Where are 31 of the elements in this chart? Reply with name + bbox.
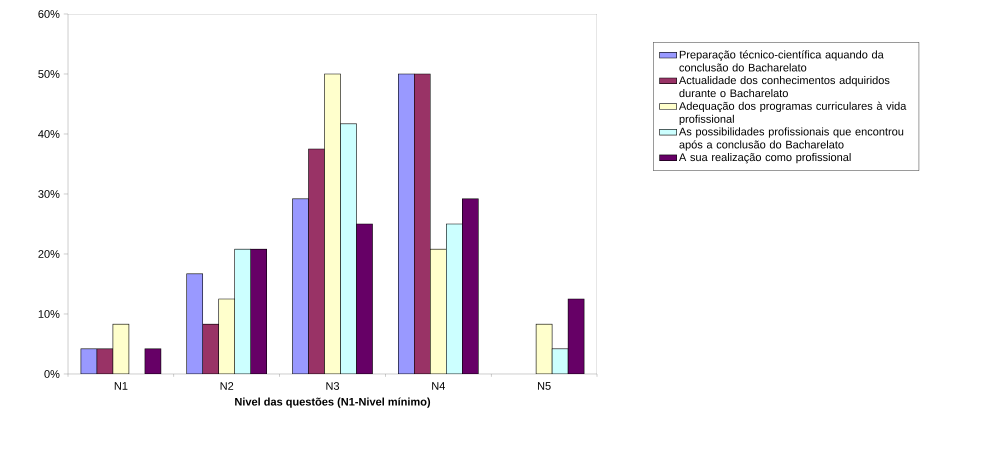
legend-label: A sua realização como profissional [678, 153, 851, 164]
bar [292, 198, 309, 374]
y-tick-label: 0% [44, 370, 60, 378]
bar [234, 248, 252, 374]
bar [186, 273, 204, 374]
legend-label: Actualidade dos conhecimentos adquiridos durante o Bacharelato [678, 76, 890, 98]
bar [568, 298, 584, 374]
bar [250, 248, 268, 374]
bar [398, 74, 415, 374]
x-tick-label: N3 [326, 382, 340, 390]
bar [446, 224, 463, 374]
x-tick-label: N4 [432, 382, 446, 390]
y-tick-label: 40% [38, 130, 60, 138]
y-tick-label: 20% [38, 250, 60, 258]
y-tick-label: 30% [38, 190, 60, 198]
bar [356, 224, 373, 374]
legend-label: Preparação técnico-científica aquando da conclusão do Bacharelato [679, 50, 884, 72]
bar [340, 123, 357, 374]
y-tick-label: 10% [38, 310, 60, 318]
y-tick-label: 60% [38, 10, 60, 18]
x-tick-label: N1 [114, 382, 128, 390]
x-axis-title: Nivel das questões (N1-Nivel mínimo) [235, 397, 430, 408]
x-tick-label: N2 [220, 382, 234, 390]
y-tick-label: 50% [38, 70, 60, 78]
bar [144, 348, 162, 374]
bar [80, 348, 98, 374]
bar [552, 348, 568, 374]
legend-label: As possibilidades profissionais que encontrou após a conclusão do Bacharelato [678, 127, 904, 151]
bar [462, 198, 479, 374]
legend-label: Adequação dos programas curriculares à vida profissional [678, 102, 906, 126]
x-tick-label: N5 [538, 382, 551, 390]
